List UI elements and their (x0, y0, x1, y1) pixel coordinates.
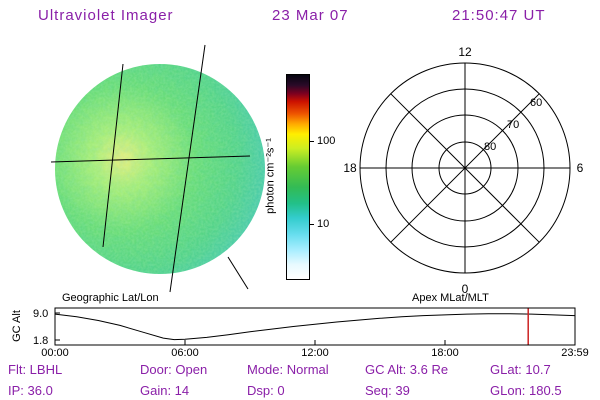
polar-grid (359, 62, 571, 274)
strip-axis-ticks (54, 312, 576, 345)
geographic-grid-lines (50, 44, 251, 293)
colorbar-tick-mark-100 (309, 141, 314, 142)
page-title: Ultraviolet Imager (38, 7, 174, 24)
status-gain: Gain: 14 (140, 383, 190, 398)
mlt-label-12: 12 (458, 45, 472, 59)
mlt-label-0: 0 (462, 282, 469, 296)
strip-xtick-24: 23:59 (561, 347, 589, 359)
strip-ytick-bottom: 1.8 (33, 335, 49, 347)
orbit-curve (54, 313, 575, 341)
strip-xtick-6: 06:00 (171, 347, 199, 359)
colorbar-tick-10: 10 (317, 218, 330, 230)
colorbar-tick-100: 100 (317, 135, 336, 147)
status-flt: Flt: LBHL (8, 362, 63, 377)
orbit-strip-chart (54, 307, 576, 346)
status-mode: Mode: Normal (247, 362, 329, 377)
status-seq: Seq: 39 (365, 383, 410, 398)
status-dsp: Dsp: 0 (247, 383, 285, 398)
status-door: Door: Open (140, 362, 208, 377)
colorbar-tick-mark-10 (309, 224, 314, 225)
status-gc-alt: GC Alt: 3.6 Re (365, 362, 449, 377)
mlat-ring-label-70: 70 (507, 119, 519, 131)
disk-caption: Geographic Lat/Lon (62, 292, 159, 304)
strip-ytick-top: 9.0 (33, 308, 49, 320)
header-time: 21:50:47 UT (452, 7, 546, 24)
status-glat: GLat: 10.7 (490, 362, 551, 377)
strip-xtick-0: 00:00 (41, 347, 69, 359)
status-ip: IP: 36.0 (8, 383, 53, 398)
colorbar (286, 74, 310, 280)
status-glon: GLon: 180.5 (490, 383, 562, 398)
polar-caption: Apex MLat/MLT (412, 292, 489, 304)
strip-xtick-18: 18:00 (431, 347, 459, 359)
apex-polar-plot: 12 0 18 6 60 70 80 (343, 45, 584, 296)
colorbar-units-label: photon cm⁻²s⁻¹ (264, 138, 277, 214)
header-date: 23 Mar 07 (272, 7, 349, 24)
mlt-label-18: 18 (343, 161, 357, 175)
mlat-ring-label-80: 80 (484, 141, 496, 153)
strip-xtick-12: 12:00 (301, 347, 329, 359)
uv-disk-image (50, 44, 265, 293)
mlt-label-6: 6 (577, 161, 584, 175)
mlat-ring-label-60: 60 (530, 97, 542, 109)
